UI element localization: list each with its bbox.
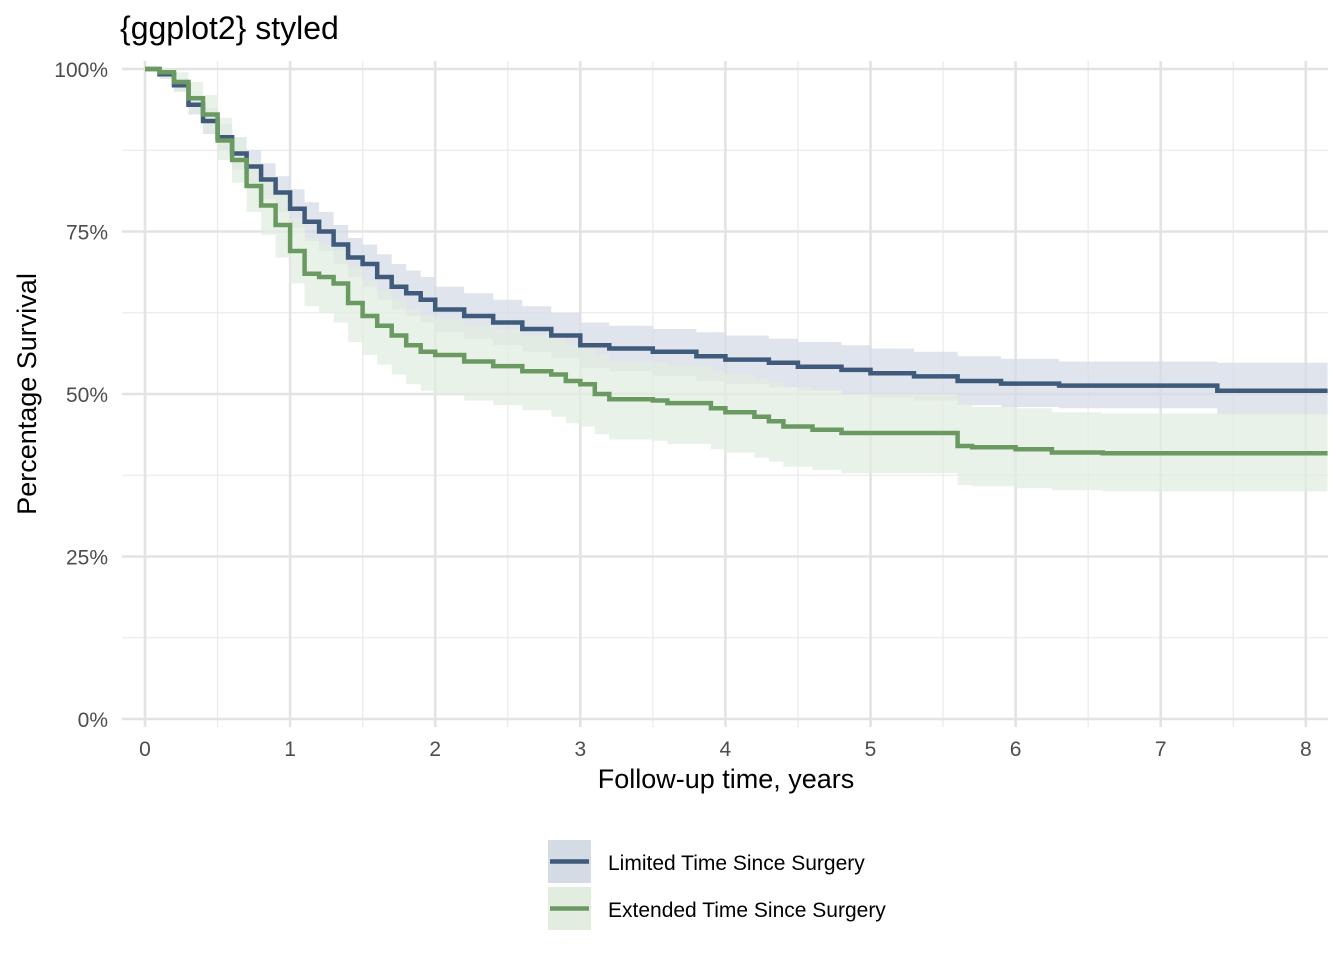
x-tick-label: 0 (139, 738, 151, 761)
y-tick-label: 25% (66, 547, 108, 570)
chart-title: {ggplot2} styled (120, 10, 339, 46)
survival-line-extended (145, 66, 1328, 456)
confidence-band-extended (145, 69, 1328, 492)
y-tick-label: 50% (66, 384, 108, 407)
confidence-bands (145, 69, 1328, 492)
x-axis-title: Follow-up time, years (598, 764, 855, 794)
legend-label: Limited Time Since Surgery (608, 852, 865, 875)
y-axis-title: Percentage Survival (12, 273, 42, 515)
y-tick-label: 0% (78, 709, 108, 732)
x-tick-label: 7 (1155, 738, 1167, 761)
x-tick-label: 3 (574, 738, 586, 761)
x-tick-label: 1 (284, 738, 296, 761)
x-tick-label: 6 (1010, 738, 1022, 761)
y-tick-label: 75% (66, 222, 108, 245)
survival-lines (145, 66, 1328, 456)
x-tick-label: 8 (1300, 738, 1312, 761)
x-tick-label: 4 (720, 738, 732, 761)
x-tick-label: 5 (865, 738, 877, 761)
survival-line-limited (145, 66, 1328, 394)
x-tick-label: 2 (429, 738, 441, 761)
legend-item: Limited Time Since Surgery (548, 840, 865, 883)
confidence-band-limited (145, 69, 1328, 415)
legend-label: Extended Time Since Surgery (608, 899, 886, 922)
legend-item: Extended Time Since Surgery (548, 887, 886, 930)
legend: Limited Time Since Surgery Extended Time … (548, 840, 886, 930)
y-axis-ticks: 0% 25% 50% 75% 100% (54, 59, 108, 732)
x-axis-ticks: 0 1 2 3 4 5 6 7 8 (139, 738, 1311, 761)
y-tick-label: 100% (54, 59, 108, 82)
